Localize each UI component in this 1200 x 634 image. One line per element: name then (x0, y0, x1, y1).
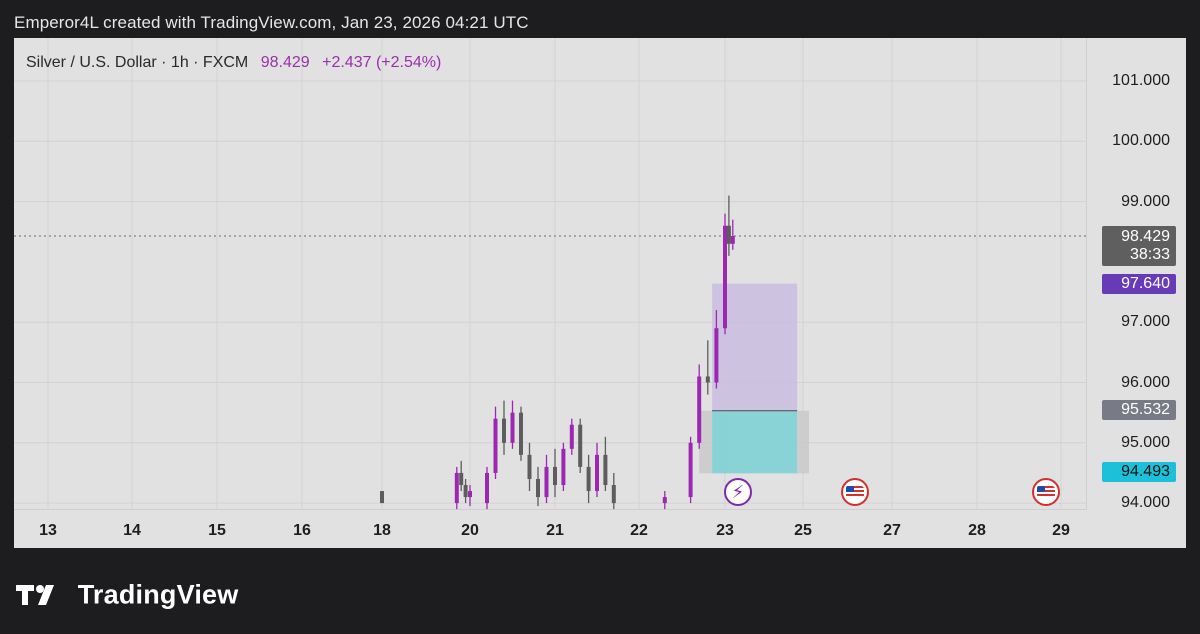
candle-body (578, 424, 583, 467)
us-flag-icon[interactable] (1032, 478, 1060, 506)
candle-body (586, 466, 591, 492)
time-tick-label: 25 (794, 522, 812, 539)
time-tick-label: 15 (208, 522, 226, 539)
loss-zone (712, 410, 798, 474)
lightning-icon[interactable]: ⚡ (724, 478, 752, 506)
candle-body (726, 225, 731, 244)
time-tick-label: 22 (630, 522, 648, 539)
time-tick-label: 16 (293, 522, 311, 539)
candle-body (454, 472, 459, 504)
candlestick-chart[interactable] (14, 38, 1186, 548)
last-price-value: 98.429 (1121, 228, 1170, 245)
candle-body (527, 454, 532, 479)
candle-body (536, 478, 540, 498)
chart-caption: Emperor4L created with TradingView.com, … (14, 13, 529, 32)
time-tick-label: 27 (883, 522, 901, 539)
candle-body (688, 442, 693, 498)
candle-body (553, 466, 557, 486)
candle-body (519, 412, 523, 455)
time-tick-label: 14 (123, 522, 141, 539)
us-flag-icon[interactable] (841, 478, 869, 506)
candle-body (697, 376, 702, 443)
tradingview-logo-icon (16, 584, 54, 605)
time-tick-label: 29 (1052, 522, 1070, 539)
time-tick-label: 18 (373, 522, 391, 539)
tradingview-brand[interactable]: TradingView (16, 578, 238, 610)
candle-body (544, 466, 549, 498)
candle-body (662, 497, 667, 504)
price-tick-label: 94.000 (1121, 494, 1170, 512)
post-zone (797, 410, 809, 474)
candle-body (468, 491, 472, 498)
brand-name: TradingView (77, 579, 239, 610)
legend-change: +2.437 (+2.54%) (322, 54, 442, 71)
candle-body (595, 454, 599, 492)
bar-countdown: 38:33 (1129, 246, 1170, 263)
candle-body (705, 376, 710, 383)
symbol-legend[interactable]: Silver / U.S. Dollar · 1h · FXCM 98.429 … (26, 54, 441, 72)
candle-body (502, 418, 506, 443)
entry-price-tag: 95.532 (1102, 400, 1176, 420)
candle-body (380, 491, 384, 504)
candle-body (723, 225, 727, 329)
price-tick-label: 100.000 (1112, 132, 1170, 150)
candle-body (510, 412, 515, 443)
candle-body (463, 485, 468, 498)
candle-body (459, 472, 464, 486)
candle-body (603, 454, 608, 486)
time-tick-label: 13 (39, 522, 57, 539)
candle-body (730, 236, 735, 244)
price-tick-label: 101.000 (1112, 72, 1170, 89)
price-tick-label: 96.000 (1121, 373, 1170, 391)
price-tick-label: 99.000 (1121, 192, 1170, 210)
stop-price-tag: 94.493 (1102, 462, 1176, 482)
price-tick-label: 95.000 (1121, 433, 1170, 451)
time-tick-label: 21 (546, 522, 564, 539)
chart-frame[interactable]: Silver / U.S. Dollar · 1h · FXCM 98.429 … (14, 38, 1186, 548)
candle-body (611, 485, 616, 504)
candle-body (485, 472, 489, 504)
candle-body (493, 418, 498, 473)
target-price-tag: 97.640 (1102, 274, 1176, 294)
time-tick-label: 23 (716, 522, 734, 539)
candle-body (714, 328, 719, 383)
price-tick-label: 97.000 (1121, 313, 1170, 331)
candle-body (569, 424, 574, 449)
symbol-title: Silver / U.S. Dollar · 1h · FXCM (26, 54, 249, 71)
plot-area[interactable] (14, 38, 1087, 510)
legend-price: 98.429 (260, 54, 310, 71)
time-tick-label: 28 (968, 522, 986, 539)
last-price-tag: 98.429 38:33 (1102, 226, 1176, 266)
pre-entry-zone (699, 410, 713, 474)
time-tick-label: 20 (461, 522, 479, 539)
candle-body (561, 448, 566, 486)
